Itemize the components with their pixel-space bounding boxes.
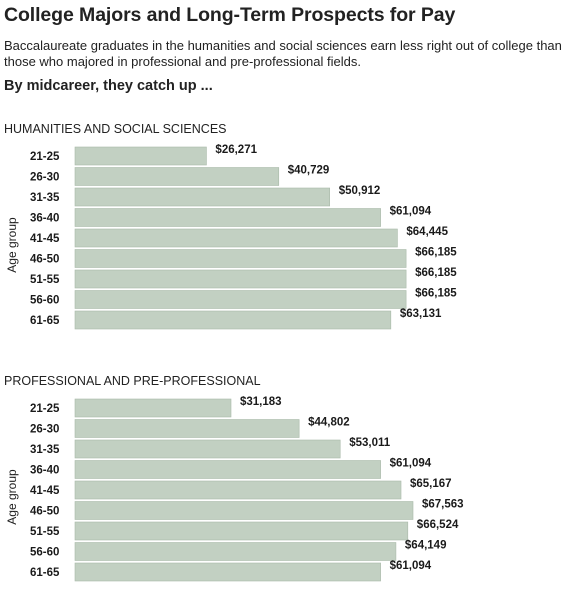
bar	[74, 501, 414, 520]
bar-value-label: $31,183	[240, 396, 282, 408]
bar-value-label: $61,094	[390, 206, 432, 218]
humanities-bar-chart: 21-25 $26,271 26-30 $40,729 31-35 $50,912 36-4…	[30, 144, 457, 330]
age-group-tick-label: 31-35	[30, 192, 60, 204]
bar	[74, 480, 402, 500]
panel-title-professional: PROFESSIONAL AND PRE-PROFESSIONAL	[4, 374, 261, 388]
professional-panel: PROFESSIONAL AND PRE-PROFESSIONAL Age gr…	[0, 372, 582, 587]
age-group-tick-label: 36-40	[30, 213, 59, 225]
bar-value-label: $66,185	[415, 288, 457, 300]
bar	[74, 542, 397, 561]
bar-value-label: $50,912	[339, 185, 381, 197]
bar	[74, 290, 407, 309]
age-group-tick-label: 36-40	[30, 465, 59, 477]
age-group-tick-label: 26-30	[30, 424, 59, 436]
humanities-panel: HUMANITIES AND SOCIAL SCIENCES Age group…	[0, 120, 582, 335]
bar	[74, 249, 407, 268]
age-group-tick-label: 21-25	[30, 151, 60, 163]
bar	[74, 187, 330, 207]
bar	[74, 419, 300, 438]
bar	[74, 228, 398, 248]
age-group-tick-label: 26-30	[30, 172, 59, 184]
bar	[74, 521, 409, 541]
bar	[74, 208, 381, 227]
age-group-tick-label: 61-65	[30, 567, 60, 579]
bar	[74, 310, 392, 330]
age-group-tick-label: 46-50	[30, 254, 59, 266]
bar-value-label: $67,563	[422, 499, 464, 511]
bar-value-label: $66,185	[415, 247, 457, 259]
age-group-tick-label: 21-25	[30, 403, 60, 415]
age-group-tick-label: 31-35	[30, 444, 60, 456]
bar	[74, 460, 381, 479]
chart-subtitle: Baccalaureate graduates in the humanitie…	[4, 38, 562, 69]
age-group-tick-label: 56-60	[30, 295, 59, 307]
bar-value-label: $64,445	[406, 226, 448, 238]
bar-value-label: $61,094	[390, 560, 432, 572]
age-group-tick-label: 41-45	[30, 485, 60, 497]
age-group-tick-label: 46-50	[30, 506, 59, 518]
bar-value-label: $40,729	[288, 165, 330, 177]
age-group-tick-label: 51-55	[30, 274, 60, 286]
age-group-tick-label: 56-60	[30, 547, 59, 559]
age-group-tick-label: 41-45	[30, 233, 60, 245]
bar-value-label: $63,131	[400, 308, 442, 320]
bar	[74, 398, 232, 418]
age-group-tick-label: 51-55	[30, 526, 60, 538]
chart-title: College Majors and Long-Term Prospects f…	[4, 4, 456, 26]
bar	[74, 269, 407, 289]
panel-title-humanities: HUMANITIES AND SOCIAL SCIENCES	[4, 122, 227, 136]
chart-lede: By midcareer, they catch up ...	[4, 78, 213, 94]
professional-bar-chart: 21-25 $31,183 26-30 $44,802 31-35 $53,011 36-4…	[30, 396, 464, 582]
age-group-tick-label: 61-65	[30, 315, 60, 327]
bar-value-label: $61,094	[390, 458, 432, 470]
bar	[74, 146, 207, 166]
bar-value-label: $26,271	[215, 144, 257, 156]
bar-value-label: $44,802	[308, 417, 350, 429]
bar	[74, 167, 280, 186]
bar-value-label: $66,185	[415, 267, 457, 279]
bar-value-label: $53,011	[349, 437, 391, 449]
bar-value-label: $66,524	[417, 519, 459, 531]
bar	[74, 562, 381, 582]
bar-value-label: $65,167	[410, 478, 452, 490]
bar-value-label: $64,149	[405, 540, 447, 552]
bar	[74, 439, 341, 459]
